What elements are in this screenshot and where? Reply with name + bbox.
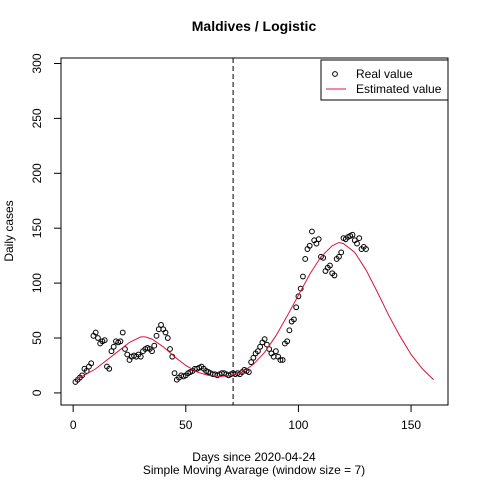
data-point <box>110 343 117 350</box>
data-point <box>122 346 128 352</box>
data-point <box>254 348 261 355</box>
data-point <box>336 253 342 260</box>
x-axis-label: Days since 2020-04-24 <box>192 450 316 464</box>
data-point <box>293 304 300 311</box>
data-point <box>117 338 124 345</box>
data-point <box>108 348 115 355</box>
data-point <box>302 256 309 262</box>
data-point <box>106 365 113 372</box>
data-point <box>331 272 338 279</box>
data-point <box>158 321 164 328</box>
y-axis-label: Daily cases <box>2 200 16 261</box>
data-point <box>257 343 264 350</box>
data-point <box>261 336 268 343</box>
data-point <box>315 236 322 243</box>
data-point <box>309 228 315 235</box>
data-point <box>300 273 306 280</box>
y-tick-label: 250 <box>30 108 44 128</box>
data-point <box>88 360 95 367</box>
plot-frame <box>60 57 449 406</box>
data-point <box>284 338 291 345</box>
data-point <box>101 337 108 344</box>
data-point <box>171 370 178 377</box>
data-point <box>349 231 356 238</box>
data-point <box>167 346 173 352</box>
data-point <box>162 329 169 336</box>
subtitle: Simple Moving Avarage (window size = 7) <box>143 463 365 477</box>
data-point <box>356 235 363 241</box>
legend-marker <box>332 71 338 77</box>
data-point <box>313 240 320 247</box>
data-point <box>286 327 293 334</box>
y-tick-label: 300 <box>30 53 44 73</box>
data-point <box>363 246 369 252</box>
data-point <box>306 242 313 249</box>
legend-box <box>320 59 449 101</box>
x-tick-label: 0 <box>70 418 77 432</box>
y-tick-label: 100 <box>30 273 44 293</box>
y-tick-label: 150 <box>30 218 44 238</box>
data-point <box>338 249 345 256</box>
x-tick-label: 50 <box>179 418 193 432</box>
y-tick-label: 50 <box>30 331 44 345</box>
data-point <box>124 351 131 358</box>
y-tick-label: 0 <box>30 389 44 396</box>
y-tick-label: 200 <box>30 163 44 183</box>
data-point <box>279 357 286 363</box>
data-point <box>119 329 126 336</box>
legend-label: Real value <box>356 67 413 81</box>
data-point <box>245 369 252 375</box>
chart-title: Maldives / Logistic <box>192 18 317 34</box>
data-point <box>354 240 360 247</box>
estimated-line <box>75 241 434 381</box>
data-point <box>327 262 333 269</box>
x-tick-label: 100 <box>288 418 308 432</box>
data-point <box>164 335 171 341</box>
data-point <box>277 357 284 363</box>
data-point <box>291 316 297 323</box>
data-point <box>153 332 160 339</box>
data-point <box>272 348 279 355</box>
legend-label: Estimated value <box>356 82 442 96</box>
data-point <box>137 353 144 360</box>
data-point <box>149 348 155 355</box>
data-point <box>83 368 90 374</box>
x-tick-label: 150 <box>401 418 421 432</box>
data-point <box>295 293 302 300</box>
data-point <box>250 354 257 361</box>
data-point <box>92 329 99 336</box>
data-point <box>95 335 101 341</box>
data-point <box>248 359 255 366</box>
data-point <box>151 342 158 349</box>
